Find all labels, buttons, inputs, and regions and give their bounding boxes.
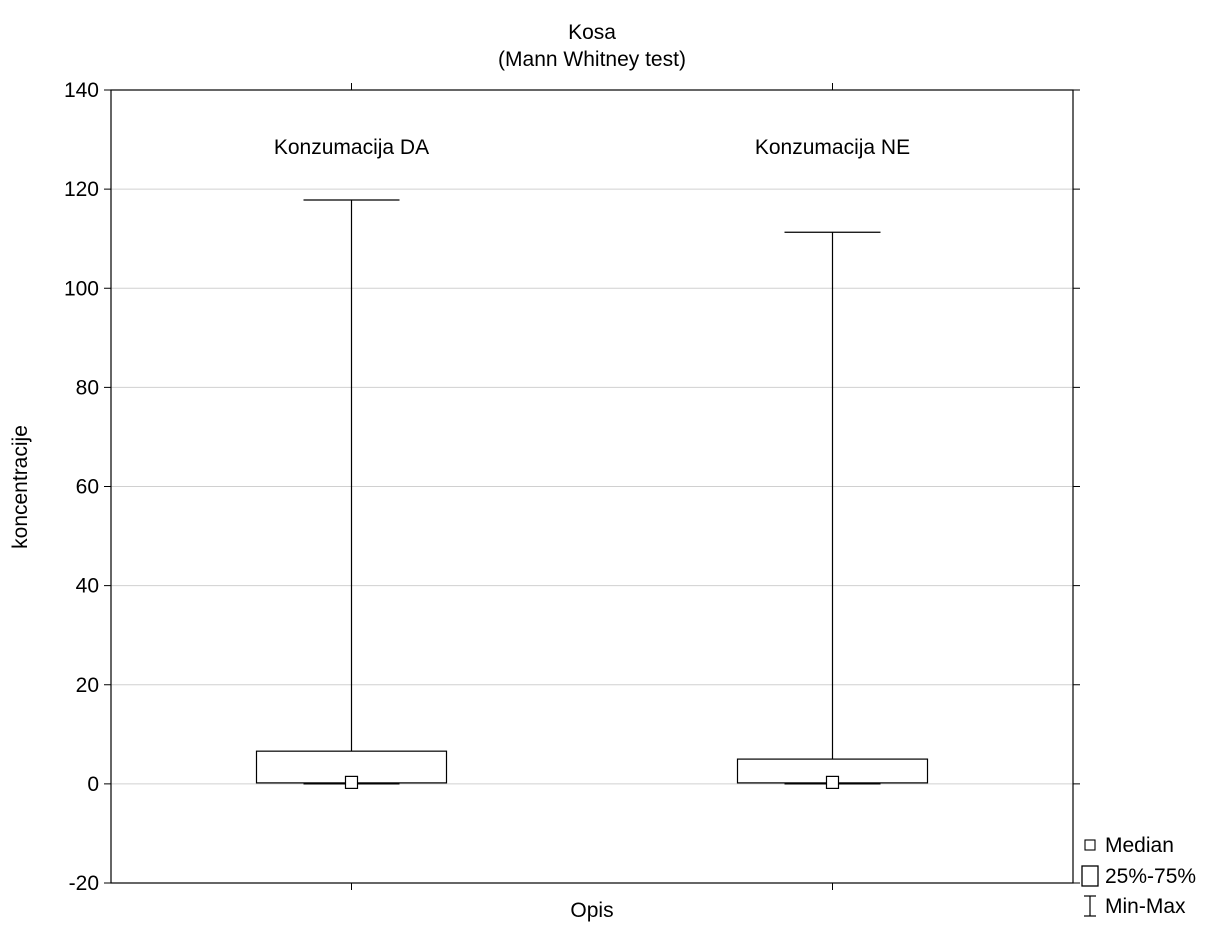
legend-label: Median (1105, 834, 1174, 857)
legend-label: 25%-75% (1105, 865, 1196, 888)
box-group: Konzumacija DA (255, 136, 448, 789)
legend-median-icon (1084, 839, 1096, 851)
y-axis: -20 0 20 40 60 80 100 120 140 (64, 79, 1080, 895)
y-tick-label: 40 (76, 575, 99, 598)
chart-subtitle: (Mann Whitney test) (498, 48, 686, 71)
legend: Median 25%-75% Min-Max (1081, 834, 1196, 918)
y-axis-label: koncentracije (9, 425, 32, 549)
y-tick-label: 80 (76, 376, 99, 399)
boxplot-series: Konzumacija DA Konzumacija NE (255, 136, 929, 789)
y-tick-label: 60 (76, 476, 99, 499)
grid-lines (111, 188, 1073, 785)
legend-box-icon (1081, 865, 1099, 887)
legend-label: Min-Max (1105, 895, 1186, 918)
chart-title: Kosa (568, 21, 616, 44)
median-marker (344, 775, 359, 789)
y-tick-label: 140 (64, 79, 99, 102)
y-tick-label: 100 (64, 277, 99, 300)
category-label: Konzumacija DA (274, 136, 429, 159)
iqr-box (255, 750, 448, 784)
legend-item: 25%-75% (1081, 865, 1196, 888)
median-marker (825, 775, 840, 789)
y-tick-label: 20 (76, 674, 99, 697)
y-tick-label: 120 (64, 178, 99, 201)
category-label: Konzumacija NE (755, 136, 910, 159)
x-axis-label: Opis (570, 899, 613, 922)
box-group: Konzumacija NE (736, 136, 929, 789)
y-tick-label: 0 (87, 773, 99, 796)
y-tick-label: -20 (69, 872, 99, 895)
legend-item: Min-Max (1084, 895, 1186, 918)
legend-item: Median (1084, 834, 1174, 857)
x-axis (351, 83, 833, 890)
